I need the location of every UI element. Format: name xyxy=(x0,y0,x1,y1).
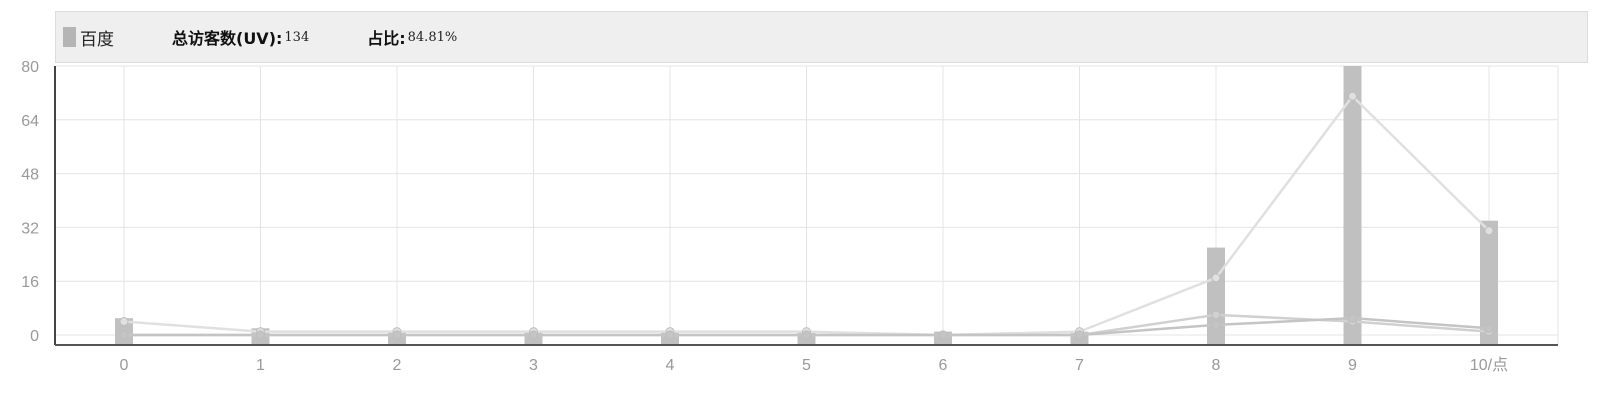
grid-layer xyxy=(55,65,1559,345)
x-tick-label: 8 xyxy=(1212,357,1221,374)
x-tick-label: 3 xyxy=(529,357,538,374)
x-tick-label: 10/点 xyxy=(1470,356,1508,374)
y-tick-label: 32 xyxy=(21,220,39,237)
x-tick-label: 5 xyxy=(802,357,811,374)
data-point xyxy=(802,330,811,340)
x-tick-label: 2 xyxy=(393,357,402,374)
series-swatch[interactable] xyxy=(63,27,76,47)
x-tick-label: 9 xyxy=(1348,357,1357,374)
data-point xyxy=(938,330,948,340)
x-tick-label: 4 xyxy=(666,357,675,374)
y-tick-label: 64 xyxy=(21,113,39,130)
data-point xyxy=(119,330,129,340)
data-point xyxy=(529,330,538,340)
x-tick-label: 0 xyxy=(120,357,129,374)
series-name[interactable]: 百度 xyxy=(80,29,114,50)
share-value: 84.81% xyxy=(407,29,458,45)
data-point xyxy=(1484,226,1494,236)
bar xyxy=(1480,220,1498,345)
data-point xyxy=(665,330,675,340)
x-tick-label: 7 xyxy=(1075,357,1084,374)
axis-layer: 0 16 32 48 64 80 0 1 2 3 4 5 6 7 8 9 10/点 xyxy=(21,59,1558,374)
data-point xyxy=(1211,310,1221,320)
data-point xyxy=(1484,323,1494,333)
share-label: 占比: xyxy=(367,29,406,48)
line-layer xyxy=(119,91,1494,340)
data-point xyxy=(119,317,129,327)
data-point xyxy=(1075,330,1084,340)
y-tick-label: 48 xyxy=(21,167,39,184)
x-tick-label: 1 xyxy=(256,357,265,374)
x-tick-label: 6 xyxy=(939,357,948,374)
data-point xyxy=(1348,313,1357,323)
bar xyxy=(1207,247,1225,345)
uv-value: 134 xyxy=(284,29,310,45)
legend-bar: 百度 总访客数(UV): 134 占比: 84.81% xyxy=(55,11,1588,63)
y-tick-label: 16 xyxy=(21,274,39,291)
y-tick-label: 80 xyxy=(21,59,39,76)
data-point xyxy=(1211,273,1221,283)
data-point xyxy=(256,330,265,340)
uv-label: 总访客数(UV): xyxy=(172,29,283,48)
data-point xyxy=(1348,91,1357,101)
data-point xyxy=(1211,320,1221,330)
bar xyxy=(1343,66,1362,345)
data-point xyxy=(392,330,402,340)
y-tick-label: 0 xyxy=(30,328,39,345)
